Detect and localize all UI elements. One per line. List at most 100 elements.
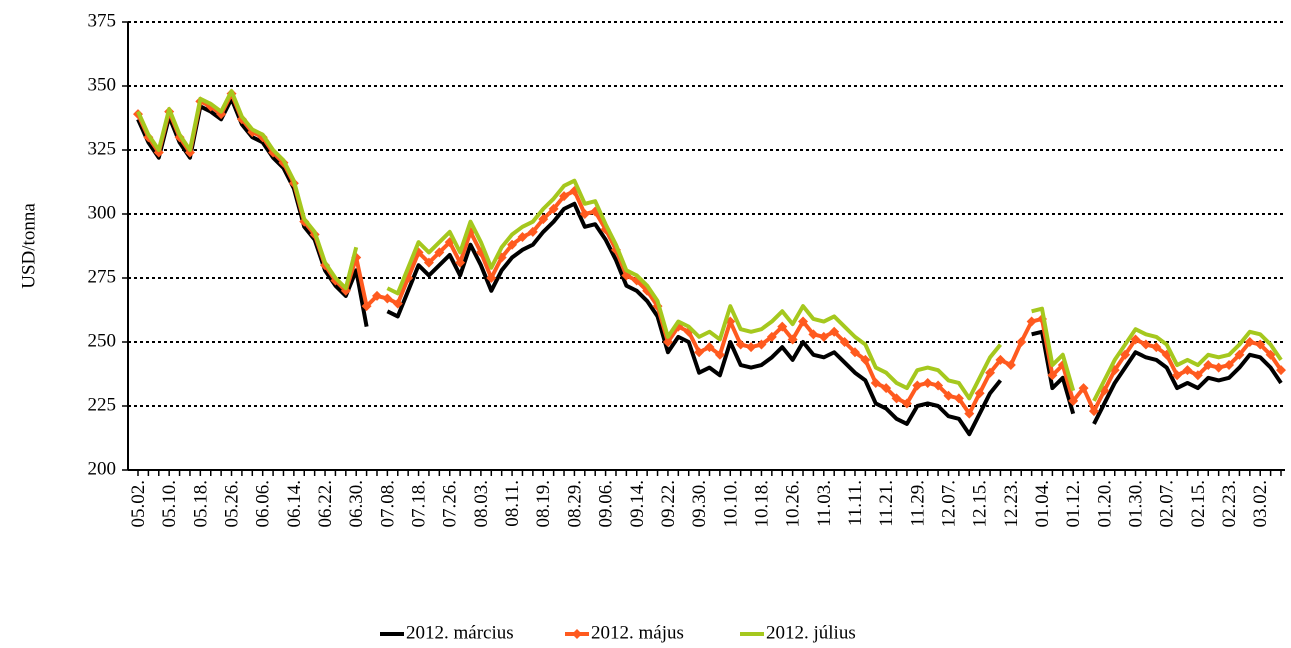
series-line: [1092, 350, 1283, 425]
marker: [1120, 349, 1131, 360]
marker: [579, 209, 590, 219]
x-tick-label: 08.29.: [564, 480, 585, 528]
marker: [766, 331, 777, 342]
marker: [881, 383, 892, 394]
marker: [1047, 370, 1058, 381]
x-tick-label: 06.22.: [315, 480, 336, 528]
marker: [1172, 370, 1183, 381]
marker: [1203, 360, 1214, 371]
marker: [849, 347, 860, 358]
x-tick-label: 10.26.: [783, 480, 804, 528]
marker: [1026, 316, 1037, 327]
x-tick-label: 08.11.: [502, 480, 523, 527]
marker: [434, 247, 445, 258]
marker: [860, 354, 871, 365]
marker: [455, 257, 466, 268]
x-tick-label: 01.04.: [1032, 480, 1053, 528]
series-line: [1031, 306, 1076, 392]
x-tick-label: 08.03.: [471, 480, 492, 528]
marker: [1234, 349, 1245, 360]
x-tick-label: 02.23.: [1219, 480, 1240, 528]
x-tick-label: 09.06.: [596, 480, 617, 528]
marker: [1255, 339, 1266, 350]
x-tick-label: 08.19.: [533, 480, 554, 528]
x-tick-label: 05.10.: [159, 480, 180, 528]
marker: [1276, 365, 1286, 376]
x-tick-label: 06.14.: [284, 480, 305, 528]
marker: [798, 316, 809, 327]
marker: [184, 147, 195, 158]
x-tick-label: 11.29.: [907, 480, 928, 527]
x-tick-label: 05.02.: [128, 480, 149, 528]
y-tick-label: 250: [88, 330, 117, 351]
x-tick-label: 01.20.: [1094, 480, 1115, 528]
y-tick-label: 375: [88, 10, 117, 31]
marker: [901, 398, 912, 409]
x-tick-label: 06.30.: [346, 480, 367, 528]
marker: [985, 367, 996, 378]
x-tick-label: 01.30.: [1126, 480, 1147, 528]
x-tick-label: 01.12.: [1063, 480, 1084, 528]
y-tick-label: 325: [88, 138, 117, 159]
marker: [953, 393, 964, 404]
marker: [933, 380, 944, 391]
x-tick-label: 12.23.: [1001, 480, 1022, 528]
series-line: [1031, 329, 1076, 415]
x-tick-label: 09.22.: [658, 480, 679, 528]
marker: [777, 321, 788, 332]
marker: [382, 293, 393, 304]
marker: [787, 334, 798, 345]
x-tick-label: 11.03.: [814, 480, 835, 527]
marker: [704, 342, 715, 353]
legend-marker: [572, 629, 582, 639]
marker: [486, 273, 497, 283]
marker: [1192, 370, 1203, 381]
x-tick-label: 07.08.: [377, 480, 398, 528]
x-tick-label: 09.30.: [689, 480, 710, 528]
x-tick-label: 03.02.: [1250, 480, 1271, 528]
marker: [870, 377, 881, 388]
marker: [714, 349, 725, 360]
marker: [662, 337, 673, 347]
marker: [1005, 360, 1016, 371]
marker: [517, 232, 528, 243]
y-tick-label: 200: [88, 458, 117, 479]
marker: [808, 329, 819, 340]
x-tick-label: 02.15.: [1188, 480, 1209, 528]
marker: [1244, 337, 1255, 347]
marker: [538, 214, 549, 225]
marker: [964, 408, 975, 419]
y-axis-label: USD/tonna: [18, 203, 39, 289]
series-line: [136, 89, 359, 291]
marker: [891, 393, 902, 404]
marker: [943, 390, 954, 401]
marker: [423, 257, 434, 268]
legend-label: 2012. május: [591, 622, 684, 643]
marker: [974, 388, 985, 399]
marker: [829, 326, 840, 337]
x-tick-label: 06.06.: [253, 480, 274, 528]
marker: [1182, 365, 1193, 376]
marker: [922, 377, 933, 388]
marker: [1068, 395, 1079, 406]
marker: [1265, 349, 1276, 360]
legend-label: 2012. július: [766, 622, 856, 643]
x-tick-label: 09.14.: [627, 480, 648, 528]
series-line: [386, 201, 1003, 437]
y-tick-label: 225: [88, 394, 117, 415]
legend-label: 2012. március: [406, 622, 514, 643]
marker: [371, 290, 382, 301]
x-tick-label: 11.11.: [845, 480, 866, 526]
marker: [548, 203, 559, 214]
marker: [507, 239, 518, 250]
x-tick-label: 02.07.: [1157, 480, 1178, 528]
series-line: [386, 178, 1003, 401]
x-tick-label: 07.18.: [409, 480, 430, 528]
marker: [1078, 383, 1089, 394]
marker: [912, 380, 923, 391]
marker: [527, 226, 538, 237]
marker: [1088, 406, 1099, 417]
marker: [153, 147, 164, 158]
marker: [1224, 360, 1235, 371]
